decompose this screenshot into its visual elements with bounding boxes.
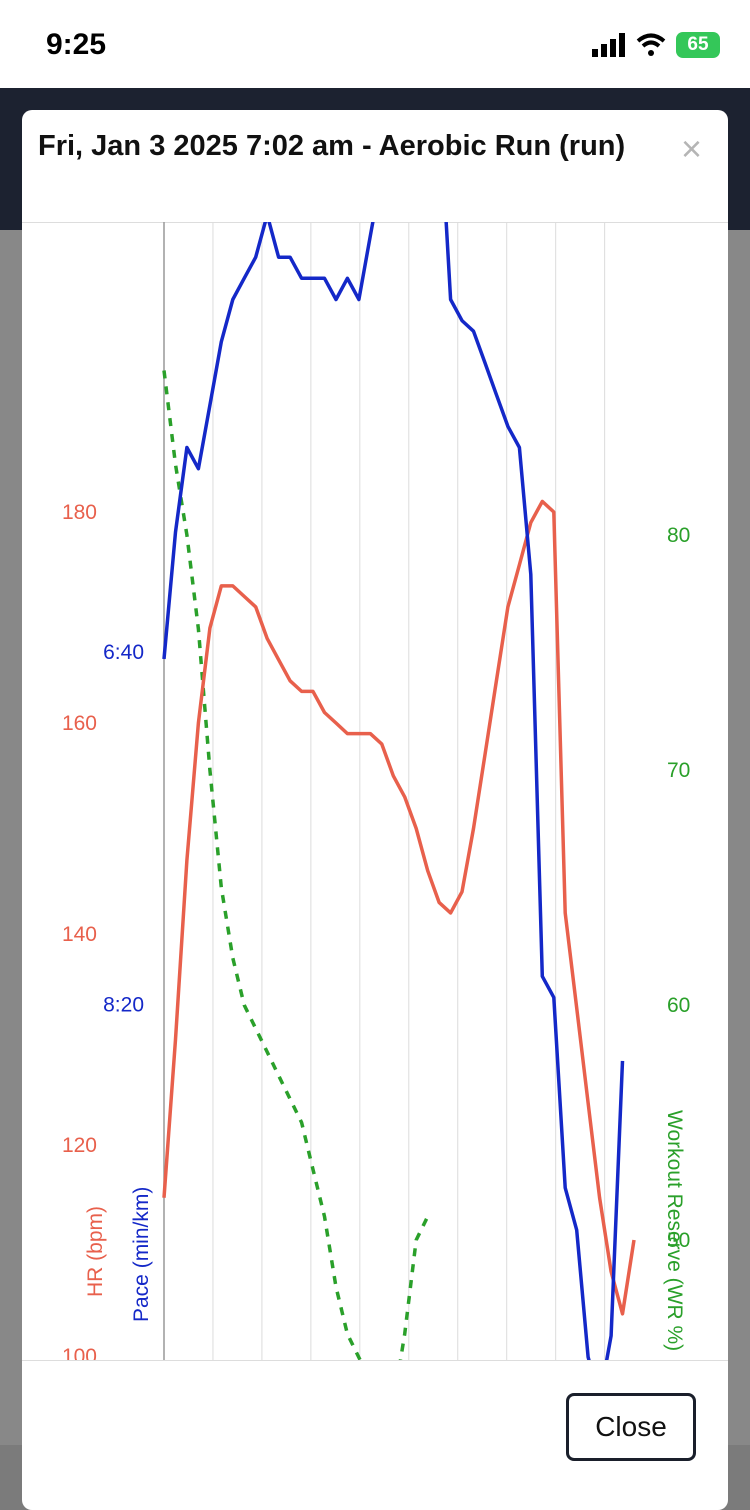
hr-axis-title: HR (bpm) — [84, 1206, 107, 1297]
pace-series — [162, 222, 625, 1360]
signal-icon — [592, 33, 625, 57]
hr-tick-label: 120 — [62, 1134, 97, 1157]
modal-header: Fri, Jan 3 2025 7:02 am - Aerobic Run (r… — [22, 110, 728, 223]
hr-series — [162, 499, 636, 1316]
status-time: 9:25 — [46, 28, 107, 61]
modal-footer: Close — [22, 1360, 728, 1510]
workout-reserve-series — [162, 370, 430, 1360]
hr-tick-label: 180 — [62, 501, 97, 524]
close-icon[interactable]: × — [680, 128, 702, 169]
reserve-tick-label: 80 — [667, 524, 690, 547]
hr-tick-label: 160 — [62, 712, 97, 735]
pace-axis-title: Pace (min/km) — [130, 1187, 153, 1322]
hr-tick-label: 100 — [62, 1345, 97, 1360]
reserve-tick-label: 50 — [667, 1229, 690, 1252]
pace-tick-label: 8:20 — [103, 993, 144, 1016]
wifi-icon — [636, 33, 666, 56]
status-icons: 65 — [592, 30, 720, 60]
modal-title: Fri, Jan 3 2025 7:02 am - Aerobic Run (r… — [38, 130, 626, 162]
close-button[interactable]: Close — [566, 1393, 696, 1461]
pace-tick-label: 6:40 — [103, 641, 144, 664]
workout-modal: Fri, Jan 3 2025 7:02 am - Aerobic Run (r… — [22, 110, 728, 1510]
reserve-axis-title: Workout Reserve (WR %) — [663, 1110, 686, 1351]
status-bar: 9:25 65 — [0, 0, 750, 88]
battery-icon: 65 — [676, 32, 720, 58]
reserve-tick-label: 60 — [667, 994, 690, 1017]
hr-tick-label: 140 — [62, 923, 97, 946]
reserve-tick-label: 70 — [667, 759, 690, 782]
